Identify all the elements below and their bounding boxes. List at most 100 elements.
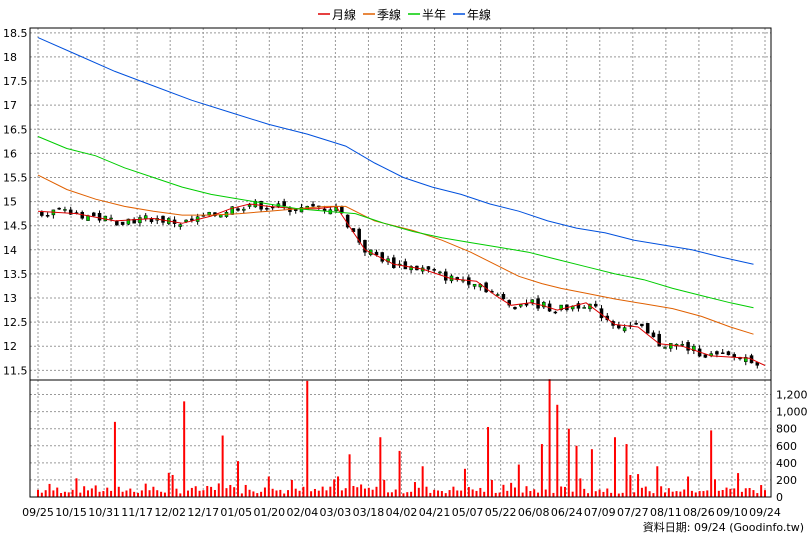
volume-bar [533,489,536,497]
candle-body [726,351,731,356]
volume-bar [344,488,347,497]
volume-bar [483,491,486,497]
volume-bar [290,479,293,497]
volume-bar [110,490,113,497]
volume-bar [687,476,690,497]
volume-bar [356,487,359,497]
price-tick-label: 18.5 [3,27,28,40]
volume-bar [752,490,755,497]
volume-bar [63,491,66,497]
grid-lines [30,28,771,498]
volume-bar [340,490,343,497]
volume-bar [429,492,432,497]
volume-bar [221,435,224,497]
candle-body [432,269,436,271]
series-line [37,203,766,366]
volume-bar [452,486,455,497]
candle-body [576,303,581,309]
volume-bar [606,488,609,497]
volume-bar [737,473,740,497]
volume-bar [667,488,670,497]
volume-bar [129,488,132,497]
date-tick-label: 04/21 [419,506,451,519]
candle-body [45,215,50,217]
price-tick-label: 13.5 [3,268,28,281]
candle-body [138,217,142,224]
volume-tick-label: 1,000 [776,406,808,419]
volume-bar [83,486,86,497]
price-tick-label: 16 [3,147,17,160]
volume-bar [467,487,470,497]
volume-bar [163,492,166,497]
date-tick-label: 03/03 [320,506,352,519]
volume-bar [252,491,255,497]
candle-body [363,239,367,253]
candle-body [495,294,500,296]
volume-bar [398,450,401,497]
candle-body [374,251,379,256]
volume-bar [621,492,624,497]
volume-bar [390,492,393,497]
series-line [37,136,754,309]
volume-bar [525,486,528,497]
volume-bar [213,489,216,497]
candle-body [513,306,517,310]
volume-bar [271,488,274,497]
volume-bar [302,486,305,497]
candle-body [536,298,540,309]
volume-bar [233,487,236,497]
volume-bar [190,487,193,497]
volume-bar [683,489,686,497]
volume-bar [387,492,390,497]
source-label: 資料日期: 09/24 (Goodinfo.tw) [643,520,804,534]
candle-body [669,343,673,349]
volume-bar [229,484,232,497]
volume-bar [733,488,736,497]
candle-body [207,212,211,215]
volume-bar [510,482,513,497]
price-tick-label: 14 [3,244,17,257]
date-tick-label: 12/17 [187,506,219,519]
volume-bar [594,491,597,497]
date-tick-label: 02/04 [287,506,319,519]
volume-bar [183,401,186,497]
candle-body [715,351,719,355]
volume-bar [406,492,409,497]
date-tick-label: 09/24 [749,506,781,519]
date-axis-ticks: 09/25 10/15 10/31 11/17 12/02 12/17 01/05 01/20… [22,506,781,519]
volume-bar [498,492,501,497]
price-tick-label: 11.5 [3,364,28,377]
candle-body [426,266,431,270]
volume-bar [717,490,720,497]
legend-label: 半年 [422,8,446,22]
volume-bar [671,491,674,497]
volume-bar [433,489,436,497]
volume-bar [602,491,605,497]
date-tick-label: 06/24 [551,506,583,519]
date-tick-label: 11/17 [121,506,153,519]
volume-bar [67,492,70,497]
candle-body [518,304,523,307]
candle-body [692,345,696,351]
volume-bar [306,380,309,497]
volume-bar [448,490,451,497]
volume-bar [133,491,136,497]
volume-bar [410,491,413,497]
volume-bar [275,490,278,497]
volume-bar [494,492,497,497]
volume-bar [571,491,574,497]
volume-bar [156,490,159,497]
volume-bar [479,487,482,497]
date-tick-label: 08/26 [683,506,715,519]
candle-body [622,327,627,332]
volume-bar [283,493,286,497]
volume-bar [590,449,593,497]
candle-body [68,209,73,215]
volume-bar [263,487,266,497]
volume-bar [240,493,243,497]
date-tick-label: 06/08 [518,506,550,519]
volume-bar [75,478,78,497]
volume-bar [225,488,228,497]
candle-body [744,357,748,362]
